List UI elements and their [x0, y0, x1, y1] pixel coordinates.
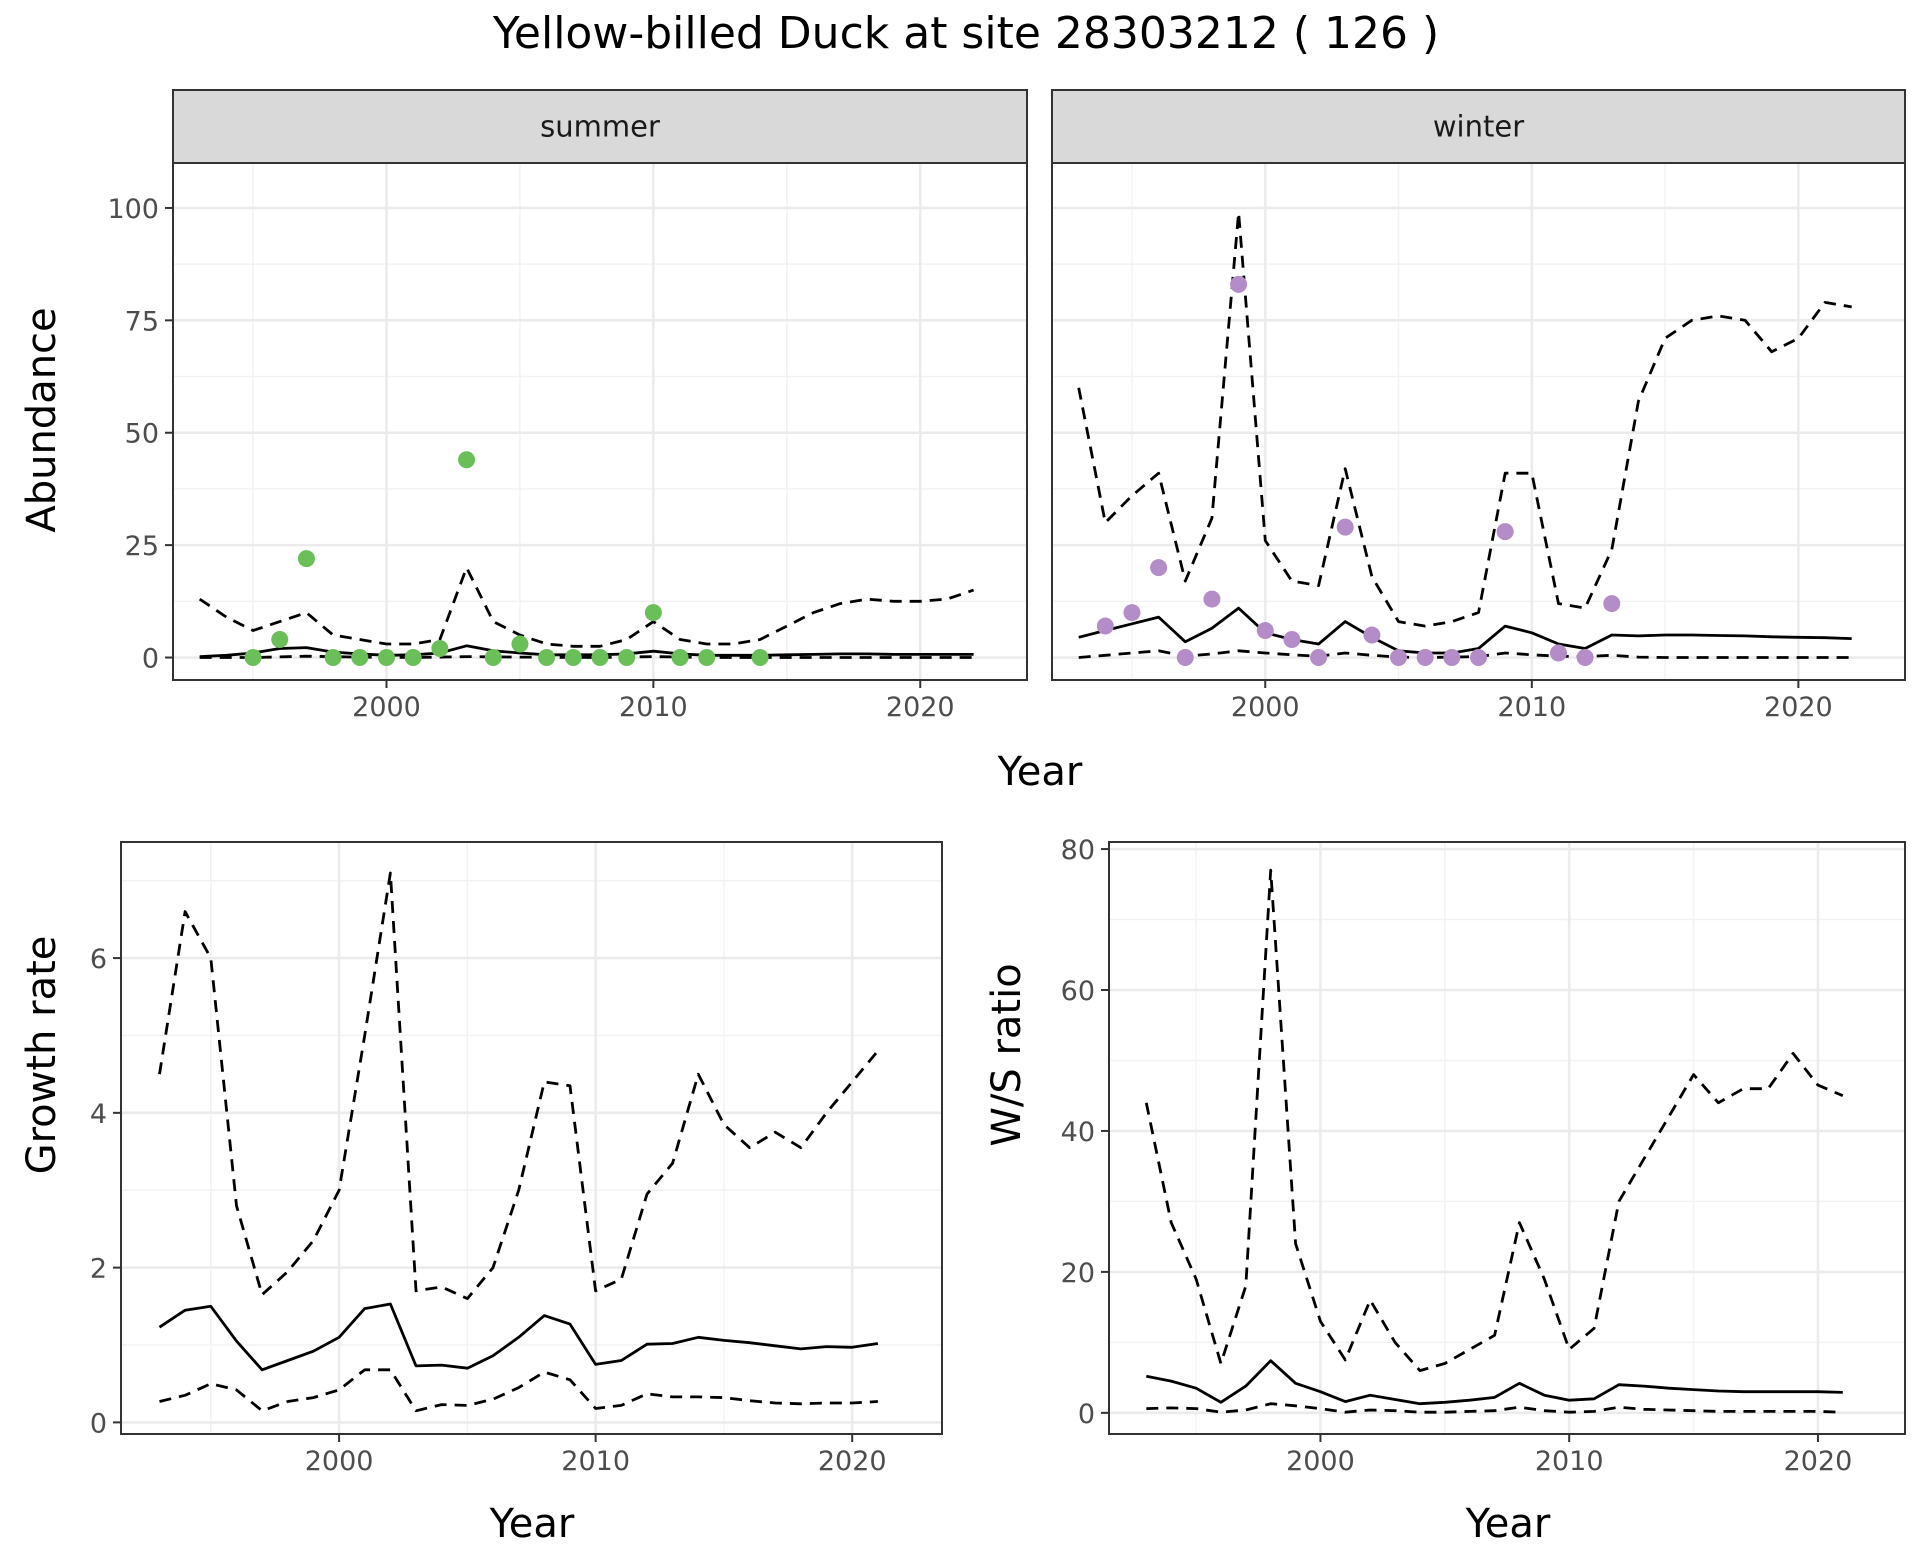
- growth-x-tick-label: 2010: [561, 1446, 630, 1477]
- summer-y-tick-label: 100: [107, 194, 159, 225]
- winter-strip: [1051, 89, 1906, 164]
- winter-plot-area: [1052, 163, 1905, 680]
- summer-data-point: [297, 550, 315, 568]
- summer-y-tick-label: 75: [125, 306, 159, 337]
- summer-data-point: [431, 640, 449, 658]
- summer-data-point: [378, 649, 395, 667]
- winter-x-tick-label: 2010: [1497, 692, 1566, 723]
- winter-data-point: [1549, 644, 1567, 662]
- summer-data-point: [271, 631, 289, 649]
- growth-y-tick-label: 2: [90, 1254, 107, 1285]
- summer-data-point: [511, 635, 529, 653]
- growth-x-axis-title: Year: [489, 1501, 575, 1547]
- ws-y-tick-label: 40: [1061, 1117, 1095, 1148]
- top-y-axis-title: Abundance: [19, 307, 65, 532]
- winter-data-point: [1576, 649, 1594, 667]
- winter-series-line-lower: [1078, 649, 1852, 659]
- winter-data-point: [1310, 649, 1328, 667]
- panel-summer: 2000 2010 2020 0 25 50 75 100 summer: [107, 89, 1028, 723]
- ws-series-line-lower: [1146, 1402, 1843, 1414]
- growth-series-line-lower: [159, 1368, 878, 1413]
- winter-data-point: [1416, 649, 1434, 667]
- summer-data-point: [698, 649, 716, 667]
- summer-data-point: [564, 649, 582, 667]
- panel-growth-rate: 2000 2010 2020 0 2 4 6: [90, 841, 943, 1477]
- ws-x-tick-label: 2000: [1286, 1446, 1355, 1477]
- winter-series-line-upper: [1077, 211, 1852, 628]
- summer-data-point: [751, 649, 769, 667]
- ws-y-tick-label: 80: [1061, 835, 1095, 866]
- winter-series-line-median: [1078, 606, 1852, 655]
- summer-plot-area: [173, 163, 1027, 680]
- chart-title: Yellow-billed Duck at site 28303212 ( 12…: [492, 8, 1439, 59]
- winter-data-point: [1150, 559, 1168, 577]
- ws-y-tick-label: 0: [1078, 1399, 1095, 1430]
- summer-data-point: [484, 649, 502, 667]
- winter-data-point: [1390, 649, 1408, 667]
- ws-y-tick-label: 60: [1061, 976, 1095, 1007]
- growth-y-tick-label: 0: [90, 1408, 107, 1439]
- winter-data-point: [1283, 631, 1301, 649]
- summer-data-point: [404, 649, 422, 667]
- winter-x-tick-label: 2000: [1231, 692, 1300, 723]
- summer-data-point: [618, 649, 636, 667]
- ws-plot-area: [1109, 842, 1905, 1434]
- winter-data-point: [1603, 595, 1621, 613]
- summer-data-point: [671, 649, 689, 667]
- winter-x-tick-label: 2020: [1764, 692, 1833, 723]
- ws-x-tick-label: 2010: [1535, 1446, 1604, 1477]
- summer-data-point: [644, 604, 662, 622]
- summer-strip: [172, 89, 1028, 164]
- winter-data-point: [1470, 649, 1487, 667]
- growth-y-tick-label: 6: [90, 944, 107, 975]
- growth-x-tick-label: 2020: [818, 1446, 887, 1477]
- summer-data-point: [244, 649, 262, 667]
- summer-data-point: [538, 649, 556, 667]
- growth-panel-border: [120, 841, 943, 1435]
- winter-data-point: [1203, 590, 1221, 608]
- summer-x-tick-label: 2020: [886, 692, 955, 723]
- growth-y-axis-title: Growth rate: [19, 936, 65, 1175]
- panel-winter: 2000 2010 2020 winter: [1051, 89, 1906, 723]
- winter-data-point: [1176, 649, 1194, 667]
- summer-y-tick-label: 50: [125, 419, 159, 450]
- summer-x-tick-label: 2000: [352, 692, 421, 723]
- summer-data-point: [591, 649, 609, 667]
- top-x-axis-title: Year: [997, 749, 1083, 795]
- ws-y-axis-title: W/S ratio: [984, 963, 1030, 1146]
- winter-data-point: [1123, 604, 1141, 622]
- ws-series-line-upper: [1144, 868, 1844, 1372]
- growth-series-line-median: [158, 1302, 879, 1372]
- summer-series-line-lower: [199, 654, 974, 659]
- summer-data-point: [324, 649, 342, 667]
- summer-data-point: [458, 451, 476, 469]
- summer-data-point: [351, 649, 369, 667]
- ws-series-line-median: [1146, 1359, 1843, 1406]
- summer-y-tick-label: 0: [142, 644, 159, 675]
- winter-data-point: [1256, 622, 1274, 640]
- growth-x-tick-label: 2000: [305, 1446, 374, 1477]
- summer-x-tick-label: 2010: [619, 692, 688, 723]
- ws-x-tick-label: 2020: [1784, 1446, 1853, 1477]
- winter-data-point: [1230, 275, 1248, 293]
- ws-panel-border: [1108, 841, 1906, 1435]
- winter-strip-label: winter: [1433, 110, 1524, 144]
- winter-data-point: [1363, 626, 1381, 644]
- summer-y-tick-label: 25: [125, 531, 159, 562]
- winter-data-point: [1336, 518, 1354, 536]
- summer-strip-label: summer: [540, 110, 660, 144]
- winter-data-point: [1496, 523, 1514, 541]
- panel-ws-ratio: 2000 2010 2020 0 20 40 60 80: [1061, 835, 1906, 1477]
- ws-y-tick-label: 20: [1061, 1258, 1095, 1289]
- growth-y-tick-label: 4: [90, 1099, 107, 1130]
- ws-x-axis-title: Year: [1465, 1501, 1551, 1547]
- winter-data-point: [1443, 649, 1461, 667]
- growth-series-line-upper: [158, 871, 879, 1300]
- summer-series-line-upper: [198, 566, 975, 648]
- winter-data-point: [1096, 617, 1114, 635]
